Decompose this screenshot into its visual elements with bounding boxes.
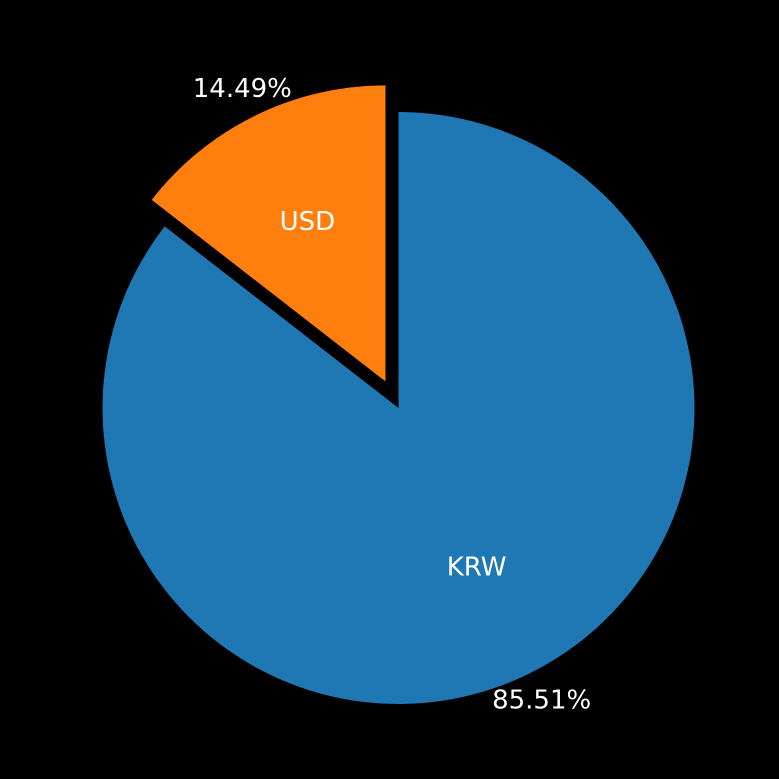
slice-percent-usd: 14.49% xyxy=(193,74,292,104)
slice-label-usd: USD xyxy=(280,207,336,237)
slice-label-krw: KRW xyxy=(447,553,507,583)
pie-slice-krw xyxy=(102,112,695,704)
slice-percent-krw: 85.51% xyxy=(492,685,591,715)
pie-slice-usd xyxy=(151,85,386,382)
